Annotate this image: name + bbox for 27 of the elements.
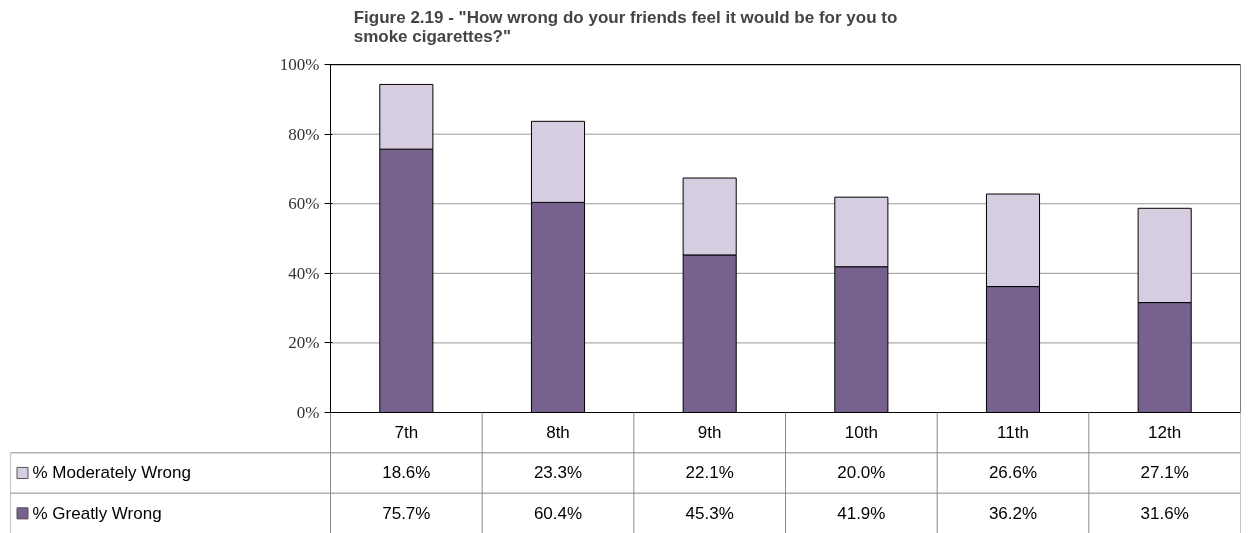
x-tick-label: 10th <box>844 423 878 443</box>
data-label: 23.3% <box>533 463 583 483</box>
data-label: 22.1% <box>685 463 734 483</box>
legend-label: % Greatly Wrong <box>32 503 162 523</box>
data-label: 41.9% <box>837 503 886 523</box>
x-tick-label: 12th <box>1148 423 1182 443</box>
x-tick-label: 11th <box>997 423 1029 443</box>
data-label: 27.1% <box>1140 463 1189 483</box>
data-label: 20.0% <box>837 463 886 483</box>
legend-label: % Moderately Wrong <box>32 463 191 483</box>
data-label: 31.6% <box>1140 503 1189 523</box>
x-tick-label: 9th <box>697 423 722 443</box>
y-tick-label: 0% <box>296 403 320 422</box>
data-label: 18.6% <box>382 463 431 483</box>
data-label: 26.6% <box>988 463 1038 483</box>
y-tick-label: 100% <box>279 55 320 75</box>
data-label: 60.4% <box>533 503 583 523</box>
data-label: 45.3% <box>685 503 734 523</box>
y-tick-label: 60% <box>288 194 320 214</box>
y-tick-label: 40% <box>288 263 320 283</box>
x-tick-label: 7th <box>394 423 419 443</box>
y-tick-label: 80% <box>288 124 320 144</box>
data-label: 36.2% <box>988 503 1038 523</box>
y-tick-label: 20% <box>288 333 320 353</box>
data-label: 75.7% <box>382 503 431 523</box>
chart-title: Figure 2.19 - "How wrong do your friends feel it would be for you to smoke cigarettes?" <box>353 7 898 46</box>
x-tick-label: 8th <box>546 423 570 443</box>
